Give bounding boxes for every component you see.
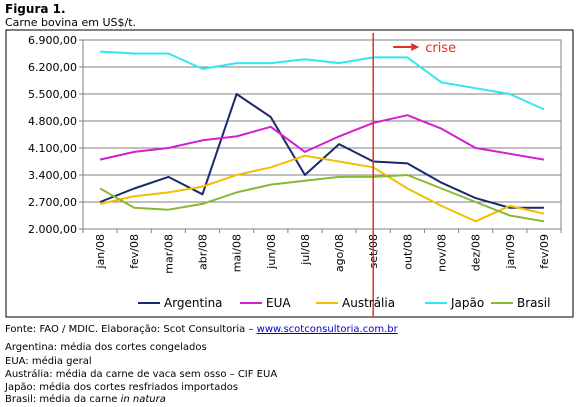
y-tick-label: 4.800,00 — [28, 115, 77, 128]
x-tick-label: fev/08 — [128, 234, 141, 269]
series-line-eua — [99, 114, 545, 161]
x-tick-label: jun/08 — [265, 234, 278, 270]
note-australia: Austrália: média da carne de vaca sem os… — [5, 369, 278, 380]
series-line-brasil — [99, 174, 545, 223]
x-tick-label: fev/09 — [538, 234, 551, 269]
y-tick-label: 2.000,00 — [28, 223, 77, 236]
x-tick-label: ago/08 — [333, 234, 346, 272]
y-tick-label: 5.500,00 — [28, 88, 77, 101]
x-tick-label: jan/09 — [504, 234, 517, 269]
source-link[interactable]: www.scotconsultoria.com.br — [256, 324, 398, 335]
x-axis-ticks: jan/08 fev/08 mar/08 abr/08 mai/08 jun/08 jul/… — [82, 229, 562, 274]
legend: Argentina EUA Austrália Japão Brasil — [138, 296, 550, 310]
source-text: Fonte: FAO / MDIC. Elaboração: Scot Cons… — [5, 324, 257, 335]
note-brasil-italic: in natura — [120, 394, 166, 405]
series-lines — [99, 50, 545, 223]
source-note: Fonte: FAO / MDIC. Elaboração: Scot Cons… — [5, 323, 398, 337]
x-tick-label: abr/08 — [197, 234, 210, 270]
note-argentina: Argentina: média dos cortes congelados — [5, 342, 207, 353]
legend-label-eua: EUA — [266, 296, 291, 310]
note-brasil-text: Brasil: média da carne — [5, 394, 121, 405]
legend-label-austrália: Austrália — [342, 296, 395, 310]
y-tick-label: 6.200,00 — [28, 61, 77, 74]
note-japao: Japão: média dos cortes resfriados impor… — [5, 382, 239, 393]
y-tick-label: 6.900,00 — [28, 34, 77, 47]
legend-label-argentina: Argentina — [164, 296, 223, 310]
y-axis-ticks: 2.000,00 2.700,00 3.400,00 4.100,00 4.800,00… — [28, 34, 83, 236]
note-brasil: Brasil: média da carne in natura — [5, 393, 166, 407]
legend-label-brasil: Brasil — [517, 296, 550, 310]
x-tick-label: mai/08 — [231, 234, 244, 272]
x-tick-label: out/08 — [401, 234, 414, 270]
x-tick-label: jul/08 — [299, 234, 312, 266]
beef-price-chart: 2.000,00 2.700,00 3.400,00 4.100,00 4.800,00… — [5, 29, 574, 318]
crise-label: crise — [425, 41, 456, 56]
figure-title: Figura 1. — [5, 2, 66, 16]
crise-annotation: crise — [372, 33, 456, 317]
y-tick-label: 2.700,00 — [28, 196, 77, 209]
y-tick-label: 4.100,00 — [28, 142, 77, 155]
x-tick-label: nov/08 — [436, 234, 449, 272]
crise-arrow-head — [411, 43, 420, 51]
series-line-japão — [100, 50, 545, 111]
plot-area — [82, 39, 562, 230]
figure-subtitle: Carne bovina em US$/t. — [5, 16, 137, 29]
series-line-austrália — [99, 154, 545, 223]
y-tick-label: 3.400,00 — [28, 169, 77, 182]
legend-label-japão: Japão — [450, 296, 484, 310]
x-tick-label: mar/08 — [162, 234, 175, 274]
x-tick-label: jan/08 — [94, 234, 107, 269]
note-eua: EUA: média geral — [5, 356, 92, 367]
x-tick-label: dez/08 — [470, 234, 483, 271]
